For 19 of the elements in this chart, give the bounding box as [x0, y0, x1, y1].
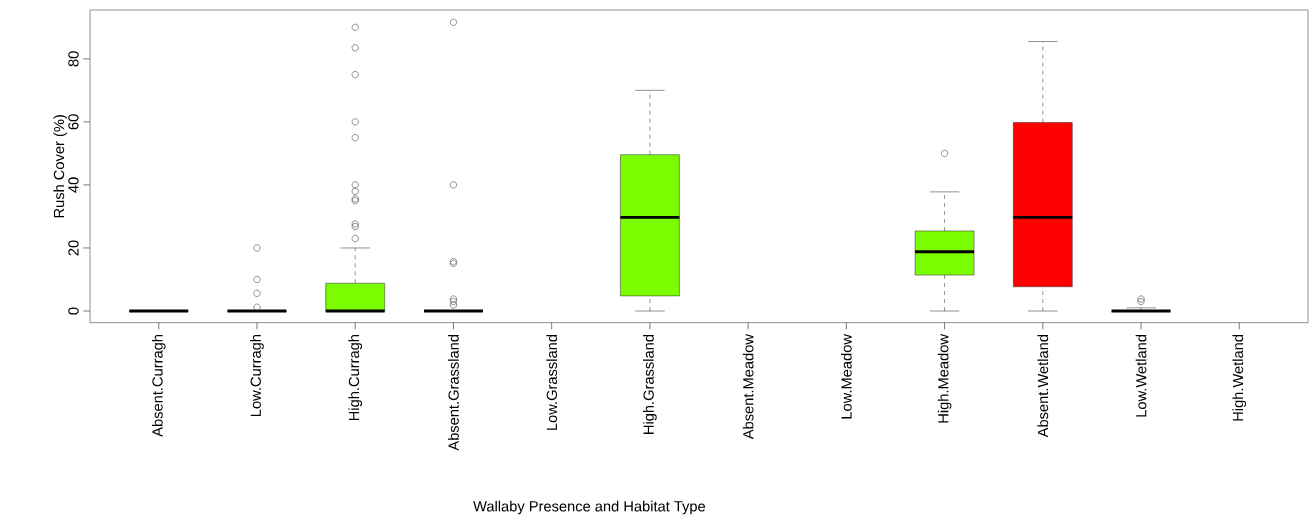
x-tick-label: Low.Wetland	[1135, 334, 1147, 417]
x-tick-label: Low.Curragh	[250, 335, 264, 416]
x-tick-label: Absent.Wetland	[1037, 334, 1049, 438]
x-tick-label: High.Grassland	[643, 335, 657, 434]
y-tick-label: 80	[68, 51, 79, 67]
x-tick-label: Absent.Meadow	[742, 334, 754, 440]
y-tick-label: 20	[68, 240, 79, 256]
x-tick-label: High.Curragh	[348, 335, 363, 421]
y-tick-label: 0	[68, 307, 79, 315]
y-axis-title: Rush Cover (%)	[53, 115, 68, 218]
x-tick-label: High.Meadow	[937, 334, 952, 423]
x-tick-label: Low.Meadow	[840, 334, 852, 419]
x-tick-label: Absent.Curragh	[151, 335, 166, 437]
x-tick-label: Low.Grassland	[546, 335, 558, 430]
y-tick-label: 60	[68, 114, 79, 130]
x-tick-label: Absent.Grassland	[448, 335, 459, 451]
x-axis-title: Wallaby Presence and Habitat Type	[473, 500, 706, 515]
x-tick-label: High.Wetland	[1232, 335, 1247, 421]
y-tick-label: 40	[68, 177, 79, 193]
